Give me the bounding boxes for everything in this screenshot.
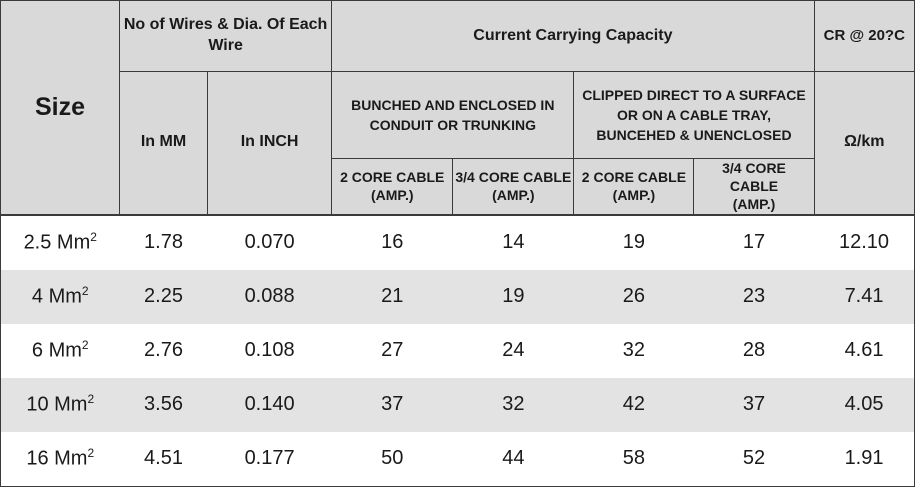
capacity-group-header: Current Carrying Capacity <box>331 0 815 72</box>
amp-label: (AMP.) <box>612 187 656 204</box>
core-label: 3/4 CORE CABLE <box>455 169 572 186</box>
size-value: 2.5 Mm <box>23 231 91 254</box>
inch-cell: 0.177 <box>207 431 332 487</box>
mm-cell: 1.78 <box>119 213 208 270</box>
inch-cell: 0.070 <box>207 213 332 270</box>
size-exponent: 2 <box>90 230 97 245</box>
mm-cell: 2.25 <box>119 269 208 324</box>
clipped-header: CLIPPED DIRECT TO A SURFACE OR ON A CABL… <box>573 71 815 159</box>
bunched-34-core-cell: 19 <box>452 269 574 324</box>
clipped-2-core-cell: 58 <box>573 431 694 487</box>
size-exponent: 2 <box>81 284 89 299</box>
core-label: 2 CORE CABLE <box>581 169 687 186</box>
inch-cell: 0.108 <box>207 323 332 378</box>
clipped-2-core-cell: 26 <box>573 269 694 324</box>
mm-cell: 2.76 <box>119 323 208 378</box>
table-row: 6 Mm2 2.76 0.108 27 24 32 28 4.61 <box>0 323 915 378</box>
clipped-2-core-header: 2 CORE CABLE (AMP.) <box>573 157 695 216</box>
clipped-2-core-cell: 42 <box>573 377 694 432</box>
clipped-34-core-cell: 23 <box>693 269 815 324</box>
bunched-2-core-cell: 50 <box>331 431 453 487</box>
ohm-unit-header: Ω/km <box>813 70 915 216</box>
size-header: Size <box>0 0 121 216</box>
table-header: Size No of Wires & Dia. Of Each Wire Cur… <box>0 0 915 216</box>
bunched-2-core-header: 2 CORE CABLE (AMP.) <box>331 157 454 216</box>
amp-label: (AMP.) <box>370 187 414 204</box>
clipped-34-core-cell: 17 <box>693 213 815 270</box>
size-cell: 2.5 Mm2 <box>0 213 120 270</box>
size-value: 10 Mm <box>26 393 88 416</box>
bunched-34-core-cell: 24 <box>452 323 574 378</box>
in-mm-header: In MM <box>119 70 208 216</box>
clipped-34-core-cell: 28 <box>693 323 815 378</box>
size-value: 16 Mm <box>26 447 88 470</box>
wires-group-header: No of Wires & Dia. Of Each Wire <box>119 0 333 72</box>
clipped-34-core-cell: 52 <box>693 431 815 487</box>
clipped-34-core-cell: 37 <box>693 377 815 432</box>
size-value: 6 Mm <box>31 339 82 362</box>
table-row: 16 Mm2 4.51 0.177 50 44 58 52 1.91 <box>0 431 915 487</box>
inch-cell: 0.140 <box>207 377 332 432</box>
bunched-34-core-cell: 14 <box>452 213 574 270</box>
size-exponent: 2 <box>87 446 95 461</box>
mm-cell: 3.56 <box>119 377 208 432</box>
resistance-cell: 7.41 <box>814 269 915 324</box>
core-label: 2 CORE CABLE <box>340 169 445 186</box>
core-label: 3/4 CORE CABLE <box>722 160 786 195</box>
resistance-cell: 12.10 <box>814 213 915 270</box>
resistance-cell: 4.05 <box>814 377 915 432</box>
size-cell: 4 Mm2 <box>0 269 120 324</box>
size-cell: 16 Mm2 <box>0 431 120 487</box>
bunched-2-core-cell: 16 <box>331 213 453 270</box>
bunched-34-core-cell: 32 <box>452 377 574 432</box>
size-exponent: 2 <box>81 338 89 353</box>
cr-header: CR @ 20?C <box>813 0 915 72</box>
table-body: 2.5 Mm2 1.78 0.070 16 14 19 17 12.10 4 M… <box>0 213 915 487</box>
clipped-2-core-cell: 32 <box>573 323 694 378</box>
bunched-2-core-cell: 37 <box>331 377 453 432</box>
size-cell: 6 Mm2 <box>0 323 120 378</box>
bunched-2-core-cell: 21 <box>331 269 453 324</box>
size-cell: 10 Mm2 <box>0 377 120 432</box>
bunched-header: BUNCHED AND ENCLOSED IN CONDUIT OR TRUNK… <box>331 71 575 159</box>
bunched-34-core-cell: 44 <box>452 431 574 487</box>
size-value: 4 Mm <box>31 285 82 308</box>
mm-cell: 4.51 <box>119 431 208 487</box>
in-inch-header: In INCH <box>206 70 333 216</box>
inch-cell: 0.088 <box>207 269 332 324</box>
bunched-34-core-header: 3/4 CORE CABLE (AMP.) <box>452 157 575 216</box>
size-exponent: 2 <box>87 392 95 407</box>
table-row: 10 Mm2 3.56 0.140 37 32 42 37 4.05 <box>0 377 915 432</box>
clipped-34-core-header: 3/4 CORE CABLE (AMP.) <box>693 157 815 216</box>
bunched-2-core-cell: 27 <box>331 323 453 378</box>
resistance-cell: 4.61 <box>814 323 915 378</box>
amp-label: (AMP.) <box>492 187 535 204</box>
table-row: 4 Mm2 2.25 0.088 21 19 26 23 7.41 <box>0 269 915 324</box>
amp-label: (AMP.) <box>732 196 776 213</box>
clipped-2-core-cell: 19 <box>573 213 694 270</box>
resistance-cell: 1.91 <box>814 431 915 487</box>
table-row: 2.5 Mm2 1.78 0.070 16 14 19 17 12.10 <box>0 213 915 270</box>
